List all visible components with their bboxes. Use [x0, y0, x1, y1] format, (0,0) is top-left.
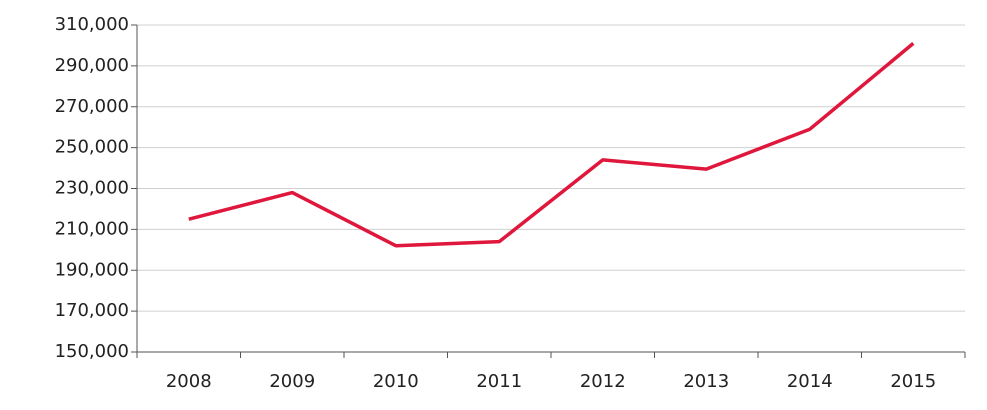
y-tick-label: 190,000: [55, 259, 129, 280]
y-tick-label: 270,000: [55, 96, 129, 117]
y-tick-label: 170,000: [55, 300, 129, 321]
x-tick-label: 2012: [580, 371, 626, 392]
y-tick-label: 290,000: [55, 55, 129, 76]
x-tick-label: 2008: [166, 371, 212, 392]
y-tick-label: 250,000: [55, 137, 129, 158]
data-line: [188, 42, 915, 248]
y-tick-label: 230,000: [55, 178, 129, 199]
y-tick-label: 210,000: [55, 218, 129, 239]
y-tick-label: 310,000: [55, 14, 129, 35]
x-tick-label: 2011: [476, 371, 522, 392]
y-tick-label: 150,000: [55, 341, 129, 362]
x-tick-label: 2013: [683, 371, 729, 392]
x-tick-label: 2009: [269, 371, 315, 392]
x-tick-label: 2015: [890, 371, 936, 392]
x-tick-label: 2010: [373, 371, 419, 392]
x-tick-label: 2014: [787, 371, 833, 392]
